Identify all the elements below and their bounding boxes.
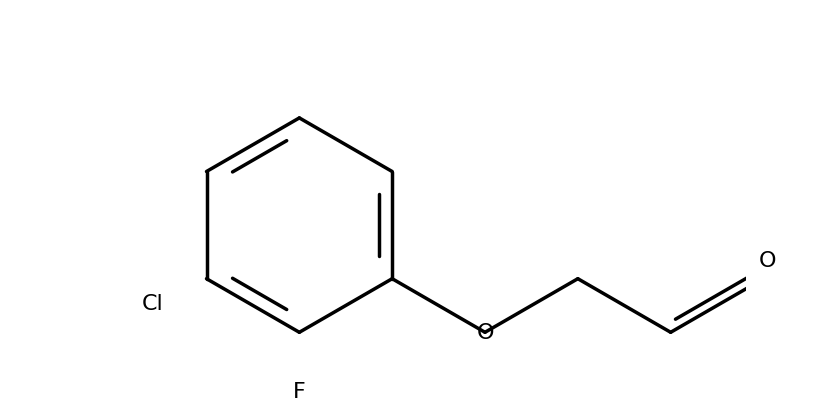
Text: O: O [476, 323, 494, 342]
Text: Cl: Cl [142, 294, 164, 314]
Text: F: F [293, 382, 306, 402]
Text: O: O [760, 250, 777, 270]
